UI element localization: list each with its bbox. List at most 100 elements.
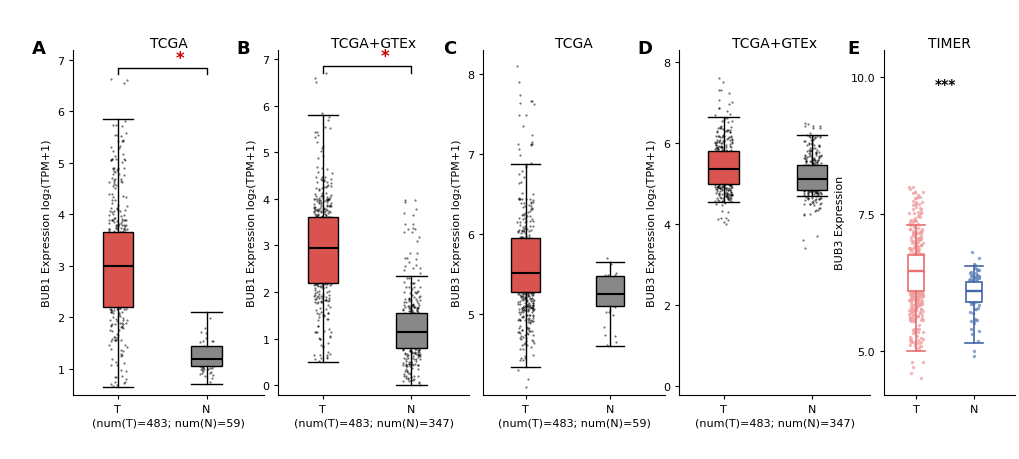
Point (799, 164, 815, 171)
Point (909, 246, 925, 253)
Point (410, 362, 426, 369)
Point (806, 158, 822, 165)
Point (312, 355, 328, 362)
Point (604, 283, 621, 290)
Point (118, 130, 135, 138)
Point (405, 302, 421, 309)
Point (397, 356, 414, 364)
Point (403, 306, 419, 313)
Point (517, 295, 533, 302)
Point (313, 219, 329, 227)
Point (519, 252, 535, 259)
Point (523, 305, 539, 312)
Point (395, 326, 412, 333)
Point (396, 372, 413, 380)
Point (796, 168, 812, 176)
Point (523, 269, 539, 277)
Point (321, 228, 337, 235)
Point (194, 366, 210, 374)
Point (510, 317, 526, 324)
Point (410, 361, 426, 369)
Point (904, 271, 920, 279)
Point (519, 302, 535, 310)
Point (962, 291, 978, 298)
Point (967, 287, 983, 294)
Point (808, 172, 824, 179)
Point (319, 280, 335, 287)
Point (810, 149, 826, 156)
Point (195, 365, 211, 372)
Point (109, 243, 125, 250)
Point (111, 248, 127, 256)
Point (515, 249, 531, 257)
Point (404, 341, 420, 348)
Point (104, 217, 120, 224)
Point (716, 146, 733, 154)
Point (314, 185, 330, 192)
Point (512, 152, 528, 159)
Point (723, 177, 740, 184)
Point (806, 184, 822, 191)
Point (524, 256, 540, 263)
Point (710, 159, 727, 166)
Point (904, 274, 920, 282)
Point (321, 296, 337, 303)
Point (909, 264, 925, 271)
Point (401, 336, 418, 343)
Point (117, 270, 133, 277)
Point (524, 258, 540, 265)
Point (905, 289, 921, 296)
Point (401, 369, 418, 377)
Point (721, 156, 738, 163)
Point (800, 183, 816, 190)
Point (411, 294, 427, 302)
Point (405, 321, 421, 329)
Point (798, 172, 814, 179)
Point (802, 137, 818, 145)
Point (970, 273, 986, 280)
Point (908, 298, 924, 305)
Point (110, 222, 126, 230)
Point (796, 190, 812, 197)
Point (398, 325, 415, 333)
Point (315, 177, 331, 185)
Point (709, 144, 726, 151)
Point (118, 316, 135, 324)
Point (720, 181, 737, 189)
Point (910, 212, 926, 219)
Point (913, 264, 929, 271)
Point (116, 157, 132, 165)
Point (111, 170, 127, 178)
Point (517, 296, 533, 303)
Point (102, 238, 118, 246)
Point (406, 321, 422, 328)
Point (205, 363, 221, 370)
Point (107, 258, 123, 265)
Point (312, 252, 328, 259)
Point (520, 289, 536, 297)
Point (722, 166, 739, 174)
Point (400, 344, 417, 351)
Point (518, 383, 534, 391)
Point (511, 325, 527, 332)
Point (908, 326, 924, 333)
Point (397, 323, 414, 330)
Point (115, 348, 131, 355)
Point (411, 352, 427, 359)
Point (523, 317, 539, 324)
Point (721, 151, 738, 159)
Point (908, 294, 924, 302)
Point (721, 112, 738, 119)
Point (525, 306, 541, 313)
Point (315, 184, 331, 191)
Point (116, 235, 132, 242)
Point (596, 287, 612, 294)
Point (806, 135, 822, 142)
Point (720, 169, 737, 177)
Point (519, 297, 535, 304)
Point (911, 285, 927, 293)
Point (311, 230, 327, 237)
Point (804, 170, 820, 178)
Point (721, 134, 738, 141)
Point (521, 241, 537, 248)
